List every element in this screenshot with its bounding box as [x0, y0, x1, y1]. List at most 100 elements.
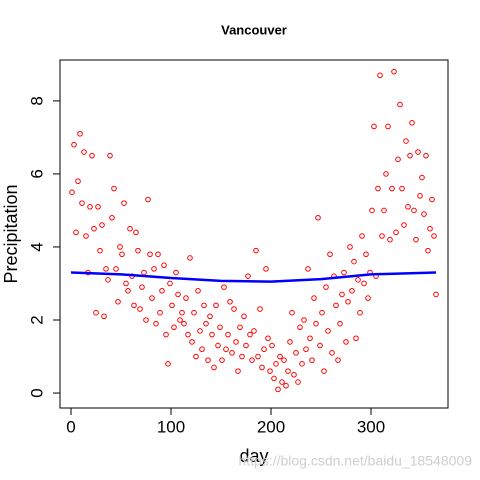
data-point	[345, 298, 351, 305]
data-point	[209, 331, 215, 338]
data-point	[311, 295, 317, 301]
data-point	[319, 309, 325, 316]
data-point	[405, 203, 411, 210]
data-point	[143, 317, 149, 323]
data-point	[101, 313, 107, 320]
data-point	[423, 152, 429, 159]
plot-frame	[59, 59, 449, 409]
data-point	[343, 339, 349, 345]
data-point	[287, 339, 293, 345]
data-point	[233, 339, 239, 345]
data-point	[433, 291, 439, 298]
data-point	[267, 368, 273, 374]
data-point	[89, 152, 95, 159]
data-point	[389, 185, 395, 192]
data-point	[109, 214, 115, 221]
data-point	[87, 203, 93, 210]
data-point	[199, 346, 205, 353]
data-point	[387, 236, 393, 243]
data-point	[119, 251, 125, 258]
data-point	[409, 120, 415, 126]
data-point	[275, 386, 281, 393]
data-point	[265, 335, 271, 342]
y-tick-label: 4	[27, 242, 46, 251]
data-point	[269, 342, 275, 349]
data-point	[351, 258, 357, 265]
data-point	[361, 280, 367, 287]
data-point	[327, 251, 333, 258]
data-point	[355, 277, 361, 283]
data-point	[359, 233, 365, 239]
data-point	[381, 207, 387, 214]
data-point	[115, 298, 121, 305]
data-point	[133, 229, 139, 236]
data-point	[313, 320, 319, 327]
data-point	[205, 357, 211, 363]
data-point	[427, 225, 433, 232]
data-point	[117, 244, 123, 250]
data-point	[163, 331, 169, 338]
data-point	[157, 309, 163, 316]
data-point	[393, 229, 399, 236]
x-tick-label: 0	[66, 417, 75, 436]
data-point	[385, 123, 391, 130]
data-point	[397, 101, 403, 108]
data-point	[223, 346, 229, 353]
data-point	[291, 371, 297, 378]
data-point	[177, 317, 183, 323]
data-point	[219, 357, 225, 363]
data-point	[185, 331, 191, 338]
data-point	[97, 247, 103, 254]
data-point	[281, 357, 287, 363]
data-point	[123, 280, 129, 287]
data-point	[213, 302, 219, 309]
data-point	[93, 309, 99, 316]
data-point	[191, 309, 197, 316]
data-point	[169, 302, 175, 309]
data-point	[329, 350, 335, 356]
data-point	[107, 152, 113, 159]
data-point	[271, 375, 277, 382]
data-point	[257, 306, 263, 312]
data-point	[365, 295, 371, 301]
data-point	[375, 185, 381, 192]
data-point	[231, 306, 237, 312]
data-point	[297, 324, 303, 331]
data-point	[121, 200, 127, 206]
data-point	[431, 233, 437, 239]
data-point	[341, 269, 347, 276]
data-point	[201, 302, 207, 309]
data-point	[419, 174, 425, 181]
data-point	[421, 211, 427, 217]
data-point	[173, 269, 179, 276]
data-point	[321, 368, 327, 374]
data-point	[225, 331, 231, 338]
y-tick-label: 6	[27, 169, 46, 178]
data-point	[315, 214, 321, 221]
data-point	[293, 350, 299, 356]
data-point	[371, 123, 377, 130]
data-point	[235, 368, 241, 374]
data-point	[131, 302, 137, 309]
data-point	[149, 295, 155, 301]
data-point	[303, 346, 309, 353]
data-point	[347, 244, 353, 250]
data-point	[395, 156, 401, 163]
data-point	[203, 320, 209, 327]
data-point	[261, 346, 267, 353]
data-point	[417, 193, 423, 199]
data-point	[207, 313, 213, 320]
data-point	[325, 328, 331, 334]
data-point	[295, 379, 301, 385]
data-point	[227, 298, 233, 305]
data-point	[183, 295, 189, 301]
data-point	[425, 247, 431, 254]
x-tick-label: 100	[157, 417, 185, 436]
data-point	[127, 225, 133, 232]
data-point	[95, 203, 101, 210]
x-tick-label: 300	[357, 417, 385, 436]
y-axis-label: Precipitation	[1, 184, 21, 283]
data-point	[211, 364, 217, 371]
y-tick-label: 2	[27, 315, 46, 324]
data-point	[75, 178, 81, 185]
